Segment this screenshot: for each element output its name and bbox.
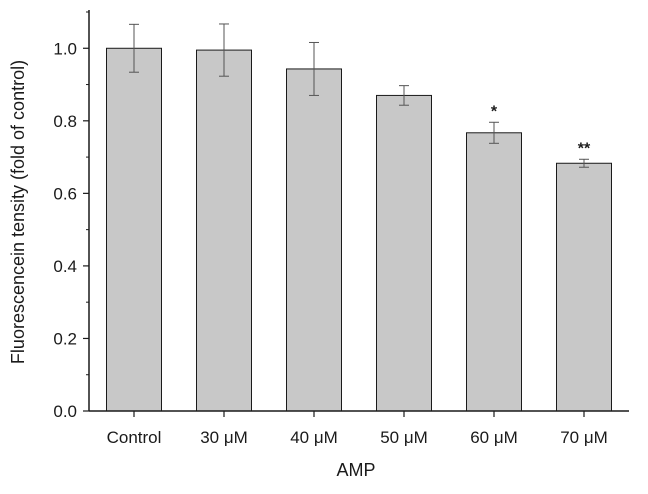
bar: [196, 49, 252, 412]
x-tick-label: 30 μM: [200, 428, 248, 447]
significance-mark: *: [491, 103, 498, 120]
y-axis-title: Fluorescencein tensity (fold of control): [8, 60, 28, 364]
bar: [556, 162, 612, 412]
x-axis-title: AMP: [336, 460, 375, 480]
y-tick-label: 0.2: [53, 329, 77, 348]
y-tick-label: 0.6: [53, 184, 77, 203]
x-tick-label: Control: [107, 428, 162, 447]
x-tick-label: 70 μM: [560, 428, 608, 447]
bar: [376, 94, 432, 412]
bar: [466, 132, 522, 412]
y-tick-label: 1.0: [53, 39, 77, 58]
y-tick-label: 0.4: [53, 257, 77, 276]
plot-area: Control 30 μM 40 μM 50 μM 60 μM * 70 μM ** 0.0 0.…: [53, 10, 629, 447]
significance-mark: **: [578, 140, 591, 157]
bar: [286, 68, 342, 412]
x-tick-label: 60 μM: [470, 428, 518, 447]
y-tick-label: 0.8: [53, 112, 77, 131]
y-tick-label: 0.0: [53, 402, 77, 421]
x-tick-label: 50 μM: [380, 428, 428, 447]
bar: [106, 47, 162, 412]
x-tick-label: 40 μM: [290, 428, 338, 447]
